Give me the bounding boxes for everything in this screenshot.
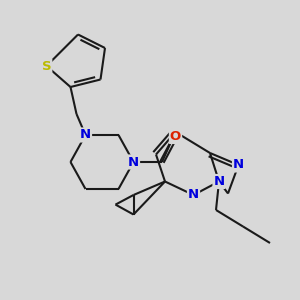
Text: N: N: [188, 188, 199, 202]
Text: N: N: [80, 128, 91, 142]
Text: S: S: [42, 59, 51, 73]
Text: O: O: [170, 130, 181, 143]
Text: N: N: [233, 158, 244, 172]
Text: N: N: [128, 155, 139, 169]
Text: N: N: [213, 175, 225, 188]
